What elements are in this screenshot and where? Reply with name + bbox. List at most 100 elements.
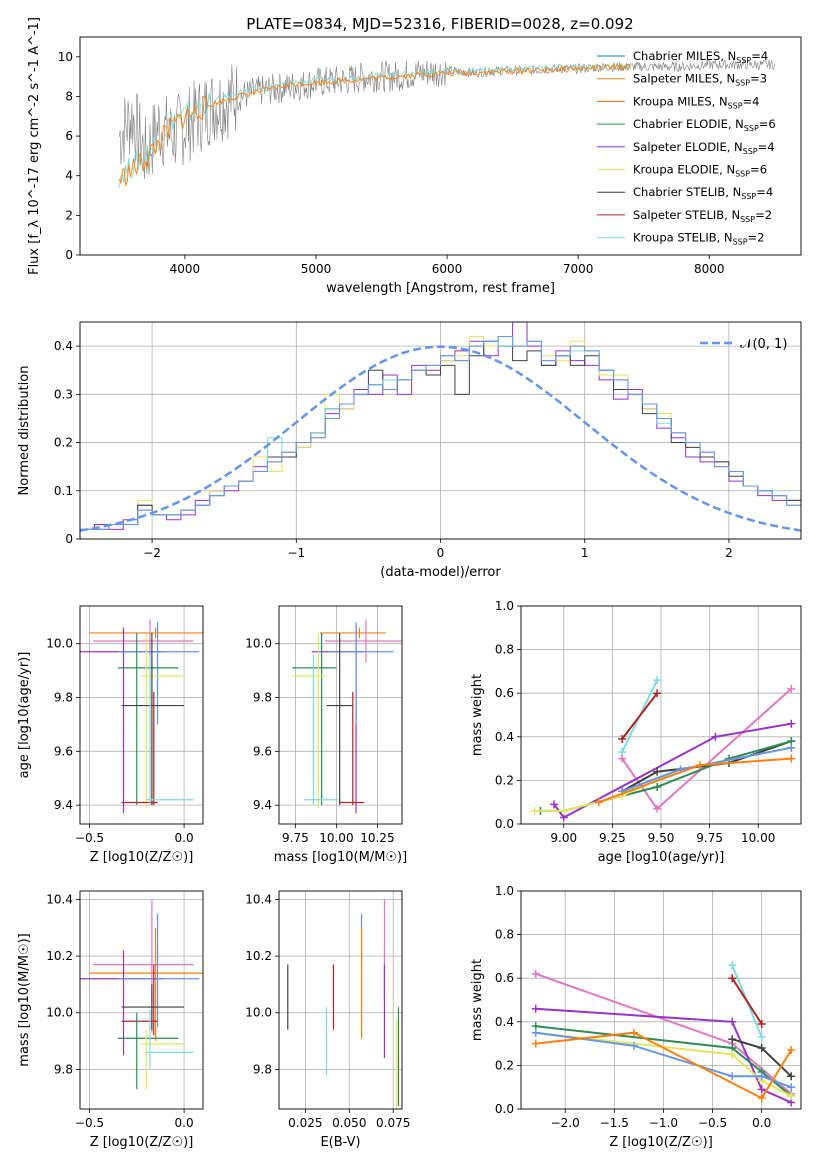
y-tick-label: 10.2 — [245, 949, 272, 963]
legend-label: Chabrier STELIB, NSSP=4 — [633, 185, 773, 201]
y-axis-label: mass weight — [470, 959, 485, 1041]
x-tick-label: 2 — [725, 546, 733, 560]
axes-frame — [520, 890, 802, 1110]
weight-marker — [531, 969, 540, 978]
x-tick-label: 5000 — [301, 262, 332, 276]
axes-frame — [520, 605, 802, 825]
x-tick-label: 1 — [581, 546, 589, 560]
x-tick-label: 7000 — [563, 262, 594, 276]
y-axis-label: mass weight — [470, 674, 485, 756]
page-title: PLATE=0834, MJD=52316, FIBERID=0028, z=0… — [246, 15, 633, 33]
y-tick-label: 0.2 — [54, 436, 73, 450]
weight-marker — [618, 734, 627, 743]
weight-marker — [550, 800, 559, 809]
x-tick-label: 4000 — [170, 262, 201, 276]
weight-marker — [618, 754, 627, 763]
x-tick-label: 9.75 — [282, 831, 309, 845]
y-tick-label: 0.3 — [54, 387, 73, 401]
axes-frame — [278, 605, 403, 825]
x-axis-label: wavelength [Angstrom, rest frame] — [326, 281, 555, 296]
weight-marker — [728, 974, 737, 983]
y-tick-label: 9.8 — [253, 691, 272, 705]
weight-marker — [711, 732, 720, 741]
weight-marker — [757, 1019, 766, 1028]
x-tick-label: 10.00 — [741, 831, 775, 845]
y-tick-label: 8 — [65, 89, 73, 103]
x-tick-label: 0.050 — [332, 1116, 366, 1130]
weight-marker — [695, 761, 704, 770]
weight-line — [535, 1007, 792, 1104]
y-tick-label: 9.6 — [54, 744, 73, 758]
x-tick-label: −1.0 — [649, 1116, 678, 1130]
x-tick-label: 9.00 — [550, 831, 577, 845]
y-tick-label: 10.0 — [46, 637, 73, 651]
plot-area — [521, 606, 801, 824]
chart-mass-vs-EBV: 0.025 0.050 0.075 9.8 10.0 10.2 10.4 E(B-V) — [245, 890, 410, 1150]
plot-area — [80, 891, 203, 1109]
chart-weight-vs-age: 9.00 9.25 9.50 9.75 10.00 0.0 0.2 0.4 0.6 0.8 1.0 a… — [470, 599, 802, 865]
legend-label: Salpeter MILES, NSSP=3 — [633, 72, 767, 88]
x-axis-label: Z [log10(Z/Z☉)] — [90, 850, 194, 865]
legend-label: Kroupa ELODIE, NSSP=6 — [633, 163, 767, 179]
y-tick-label: 0 — [65, 532, 73, 546]
chart-mass-vs-Z: −0.5 0.0 9.8 10.0 10.2 10.4 Z [log10(Z/Z☉)] mas… — [17, 890, 204, 1150]
weight-marker — [728, 961, 737, 970]
y-tick-label: 0.0 — [495, 817, 514, 831]
weight-marker — [594, 798, 603, 807]
weight-marker — [531, 1039, 540, 1048]
x-tick-label: −1 — [287, 546, 305, 560]
weight-marker — [787, 1091, 796, 1100]
x-tick-label: 0.0 — [175, 1116, 194, 1130]
x-axis-label: Z [log10(Z/Z☉)] — [609, 1135, 713, 1150]
weight-marker — [653, 767, 662, 776]
weight-marker — [629, 1028, 638, 1037]
y-tick-label: 10.4 — [46, 892, 73, 906]
weight-marker — [757, 1072, 766, 1081]
weight-marker — [530, 806, 539, 815]
axes-frame — [278, 890, 403, 1110]
y-tick-label: 1.0 — [495, 599, 514, 613]
legend-label: Chabrier ELODIE, NSSP=6 — [633, 117, 776, 133]
plot-area — [118, 59, 775, 188]
y-tick-label: 9.4 — [54, 798, 73, 812]
y-tick-label: 4 — [65, 169, 73, 183]
x-tick-label: −2.0 — [551, 1116, 580, 1130]
chart-age-vs-mass: 9.75 10.00 10.25 9.4 9.6 9.8 10.0 mass [log10(M… — [245, 605, 407, 865]
histogram-step — [80, 335, 801, 539]
weight-marker — [531, 1004, 540, 1013]
y-tick-label: 0.1 — [54, 484, 73, 498]
y-tick-label: 0.2 — [495, 773, 514, 787]
histogram-step — [80, 335, 801, 539]
histogram-step — [80, 340, 801, 539]
x-axis-label: E(B-V) — [320, 1135, 360, 1150]
weight-marker — [653, 676, 662, 685]
weight-marker — [787, 1072, 796, 1081]
y-tick-label: 0.4 — [495, 730, 514, 744]
weight-marker — [728, 1017, 737, 1026]
weight-line — [621, 692, 658, 740]
weight-marker — [653, 782, 662, 791]
x-tick-label: 6000 — [432, 262, 463, 276]
legend-label: Kroupa STELIB, NSSP=2 — [633, 231, 764, 247]
gaussian-curve — [80, 345, 801, 532]
x-tick-label: −1.5 — [600, 1116, 629, 1130]
y-tick-label: 0.6 — [495, 971, 514, 985]
y-tick-label: 2 — [65, 208, 73, 222]
weight-marker — [787, 684, 796, 693]
y-tick-label: 9.6 — [253, 744, 272, 758]
y-tick-label: 0.6 — [495, 686, 514, 700]
legend-label: 𝒩(0, 1) — [740, 337, 787, 352]
weight-marker — [757, 1094, 766, 1103]
x-tick-label: −0.5 — [75, 1116, 104, 1130]
y-tick-label: 0 — [65, 248, 73, 262]
y-axis-label: Normed distribution — [17, 366, 32, 496]
y-axis-label: mass [log10(M/M☉)] — [17, 933, 32, 1066]
weight-marker — [728, 1072, 737, 1081]
y-tick-label: 0.4 — [54, 339, 73, 353]
histogram-step — [80, 322, 801, 539]
weight-marker — [757, 1043, 766, 1052]
weight-marker — [653, 804, 662, 813]
y-tick-label: 10.0 — [46, 1006, 73, 1020]
weight-line — [535, 1025, 792, 1097]
y-tick-label: 1.0 — [495, 884, 514, 898]
